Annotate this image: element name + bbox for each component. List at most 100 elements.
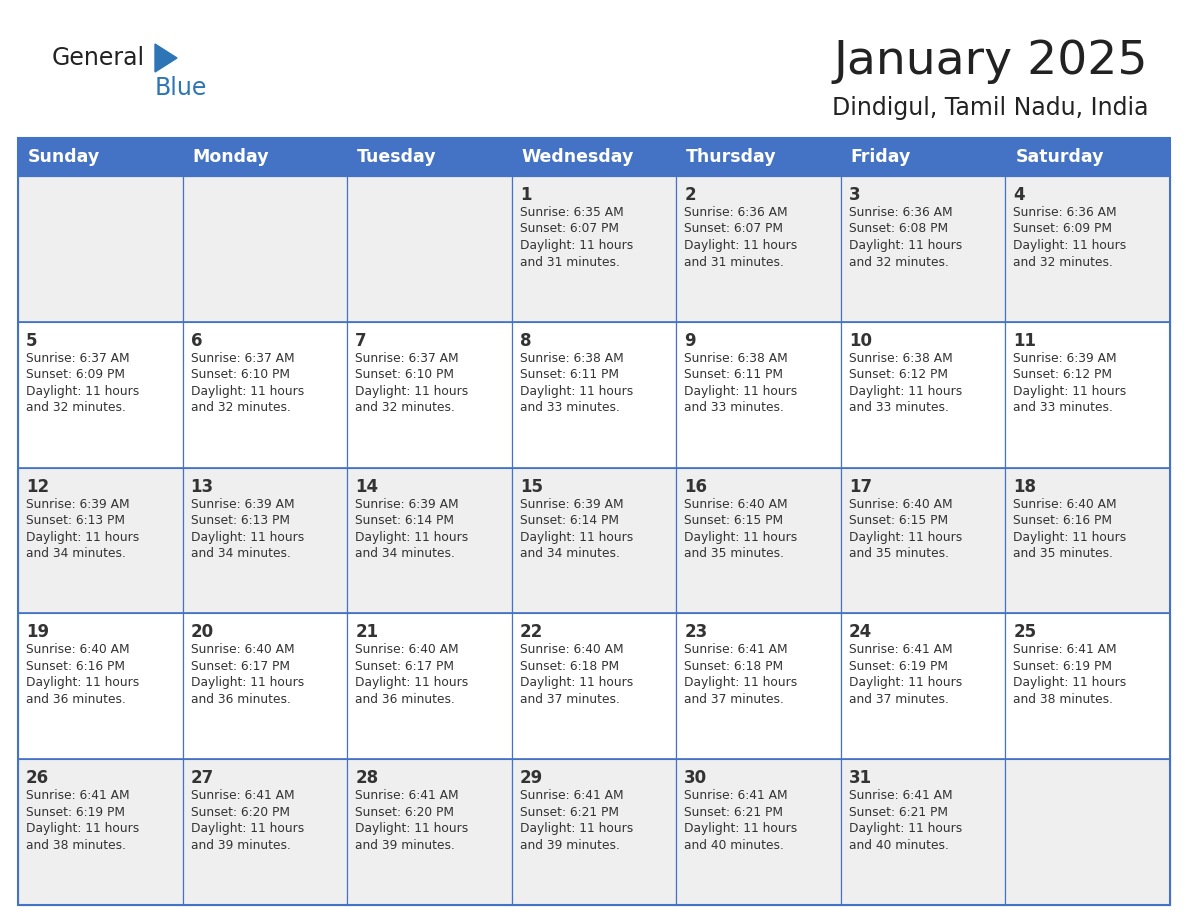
Text: Sunset: 6:17 PM: Sunset: 6:17 PM: [355, 660, 454, 673]
Text: 18: 18: [1013, 477, 1036, 496]
Text: Daylight: 11 hours: Daylight: 11 hours: [190, 677, 304, 689]
Text: and 37 minutes.: and 37 minutes.: [684, 693, 784, 706]
Text: and 40 minutes.: and 40 minutes.: [684, 839, 784, 852]
Text: Daylight: 11 hours: Daylight: 11 hours: [190, 385, 304, 397]
Text: and 35 minutes.: and 35 minutes.: [684, 547, 784, 560]
Text: Daylight: 11 hours: Daylight: 11 hours: [355, 823, 468, 835]
Text: Sunset: 6:14 PM: Sunset: 6:14 PM: [355, 514, 454, 527]
Text: and 31 minutes.: and 31 minutes.: [684, 255, 784, 268]
Text: Sunrise: 6:41 AM: Sunrise: 6:41 AM: [684, 789, 788, 802]
Text: Daylight: 11 hours: Daylight: 11 hours: [355, 677, 468, 689]
Bar: [347, 613, 512, 759]
Text: and 36 minutes.: and 36 minutes.: [355, 693, 455, 706]
Text: Sunset: 6:07 PM: Sunset: 6:07 PM: [684, 222, 783, 236]
Text: Sunset: 6:19 PM: Sunset: 6:19 PM: [1013, 660, 1112, 673]
Text: Daylight: 11 hours: Daylight: 11 hours: [26, 385, 139, 397]
Text: Sunrise: 6:36 AM: Sunrise: 6:36 AM: [684, 206, 788, 219]
Text: General: General: [52, 46, 145, 70]
Text: 14: 14: [355, 477, 378, 496]
Text: Daylight: 11 hours: Daylight: 11 hours: [849, 531, 962, 543]
Bar: [841, 613, 1005, 759]
Text: and 36 minutes.: and 36 minutes.: [190, 693, 290, 706]
Text: and 32 minutes.: and 32 minutes.: [190, 401, 290, 414]
Text: Sunrise: 6:41 AM: Sunrise: 6:41 AM: [26, 789, 129, 802]
Text: and 34 minutes.: and 34 minutes.: [190, 547, 290, 560]
Bar: [676, 613, 841, 759]
Text: and 36 minutes.: and 36 minutes.: [26, 693, 126, 706]
Bar: [841, 759, 1005, 905]
Text: Wednesday: Wednesday: [522, 148, 634, 166]
Text: Sunrise: 6:41 AM: Sunrise: 6:41 AM: [849, 789, 953, 802]
Bar: [1005, 613, 1170, 759]
Bar: [676, 759, 841, 905]
Text: and 35 minutes.: and 35 minutes.: [1013, 547, 1113, 560]
Text: Daylight: 11 hours: Daylight: 11 hours: [519, 385, 633, 397]
Text: Sunset: 6:20 PM: Sunset: 6:20 PM: [355, 806, 454, 819]
Text: Sunset: 6:17 PM: Sunset: 6:17 PM: [190, 660, 290, 673]
Bar: [18, 613, 183, 759]
Text: Sunrise: 6:41 AM: Sunrise: 6:41 AM: [684, 644, 788, 656]
Text: 16: 16: [684, 477, 707, 496]
Text: 5: 5: [26, 331, 38, 350]
Bar: [347, 138, 512, 176]
Bar: [841, 138, 1005, 176]
Text: and 38 minutes.: and 38 minutes.: [1013, 693, 1113, 706]
Text: Daylight: 11 hours: Daylight: 11 hours: [190, 531, 304, 543]
Text: Sunset: 6:19 PM: Sunset: 6:19 PM: [26, 806, 125, 819]
Bar: [512, 467, 676, 613]
Text: Tuesday: Tuesday: [358, 148, 437, 166]
Text: Daylight: 11 hours: Daylight: 11 hours: [1013, 531, 1126, 543]
Text: Sunset: 6:19 PM: Sunset: 6:19 PM: [849, 660, 948, 673]
Text: 20: 20: [190, 623, 214, 642]
Text: Daylight: 11 hours: Daylight: 11 hours: [355, 531, 468, 543]
Bar: [512, 176, 676, 322]
Text: 21: 21: [355, 623, 378, 642]
Text: Daylight: 11 hours: Daylight: 11 hours: [684, 677, 797, 689]
Text: 19: 19: [26, 623, 49, 642]
Text: Sunrise: 6:40 AM: Sunrise: 6:40 AM: [519, 644, 624, 656]
Text: Sunrise: 6:37 AM: Sunrise: 6:37 AM: [355, 352, 459, 364]
Text: Sunset: 6:13 PM: Sunset: 6:13 PM: [190, 514, 290, 527]
Text: Sunrise: 6:41 AM: Sunrise: 6:41 AM: [849, 644, 953, 656]
Bar: [1005, 467, 1170, 613]
Text: Sunset: 6:12 PM: Sunset: 6:12 PM: [1013, 368, 1112, 381]
Text: Sunrise: 6:40 AM: Sunrise: 6:40 AM: [684, 498, 788, 510]
Text: Daylight: 11 hours: Daylight: 11 hours: [519, 823, 633, 835]
Text: 15: 15: [519, 477, 543, 496]
Text: Daylight: 11 hours: Daylight: 11 hours: [190, 823, 304, 835]
Bar: [18, 176, 183, 322]
Text: Sunrise: 6:39 AM: Sunrise: 6:39 AM: [1013, 352, 1117, 364]
Bar: [676, 176, 841, 322]
Text: Sunset: 6:15 PM: Sunset: 6:15 PM: [684, 514, 783, 527]
Bar: [512, 322, 676, 467]
Text: Sunrise: 6:40 AM: Sunrise: 6:40 AM: [849, 498, 953, 510]
Text: Sunday: Sunday: [29, 148, 100, 166]
Polygon shape: [154, 44, 177, 72]
Text: Thursday: Thursday: [687, 148, 777, 166]
Text: and 33 minutes.: and 33 minutes.: [849, 401, 949, 414]
Text: 6: 6: [190, 331, 202, 350]
Bar: [512, 138, 676, 176]
Text: Sunrise: 6:39 AM: Sunrise: 6:39 AM: [355, 498, 459, 510]
Text: 3: 3: [849, 186, 860, 204]
Bar: [183, 176, 347, 322]
Bar: [347, 176, 512, 322]
Text: Daylight: 11 hours: Daylight: 11 hours: [26, 677, 139, 689]
Text: Daylight: 11 hours: Daylight: 11 hours: [519, 677, 633, 689]
Text: 7: 7: [355, 331, 367, 350]
Text: 17: 17: [849, 477, 872, 496]
Text: and 31 minutes.: and 31 minutes.: [519, 255, 620, 268]
Bar: [512, 613, 676, 759]
Text: and 37 minutes.: and 37 minutes.: [849, 693, 949, 706]
Text: Sunrise: 6:40 AM: Sunrise: 6:40 AM: [190, 644, 295, 656]
Text: Sunrise: 6:36 AM: Sunrise: 6:36 AM: [1013, 206, 1117, 219]
Text: 28: 28: [355, 769, 378, 788]
Text: Sunrise: 6:39 AM: Sunrise: 6:39 AM: [26, 498, 129, 510]
Text: Daylight: 11 hours: Daylight: 11 hours: [849, 239, 962, 252]
Text: Daylight: 11 hours: Daylight: 11 hours: [355, 385, 468, 397]
Bar: [183, 467, 347, 613]
Bar: [18, 138, 183, 176]
Text: 29: 29: [519, 769, 543, 788]
Text: Sunset: 6:18 PM: Sunset: 6:18 PM: [684, 660, 783, 673]
Text: 26: 26: [26, 769, 49, 788]
